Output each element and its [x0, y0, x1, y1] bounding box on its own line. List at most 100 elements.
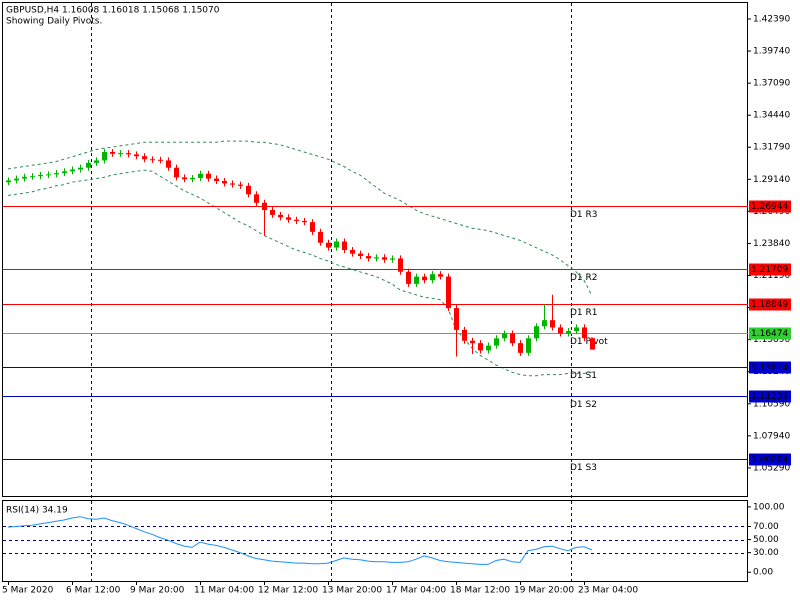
candle-body — [158, 159, 163, 161]
candle-body — [574, 327, 579, 332]
candle-body — [422, 276, 427, 281]
x-tick-label: 5 Mar 2020 — [2, 586, 54, 596]
candle-body — [46, 174, 51, 176]
candle-body — [454, 308, 459, 330]
candle-body — [406, 271, 411, 284]
candle-body — [342, 241, 347, 250]
rsi-title: RSI(14) 34.19 — [6, 506, 68, 516]
candle-body — [286, 217, 291, 220]
candle-body — [302, 220, 307, 223]
pivot-value-box — [749, 453, 791, 466]
candle-body — [134, 154, 139, 157]
candle-body — [558, 327, 563, 334]
candle-body — [294, 219, 299, 221]
pivot-value-label: 1.18849 — [751, 300, 788, 310]
pivot-value-label: 1.11239 — [751, 392, 788, 402]
x-tick-label: 23 Mar 04:00 — [578, 586, 638, 596]
y-tick-label: 30.00 — [753, 548, 779, 558]
candle-body — [14, 178, 19, 181]
candle-body — [374, 257, 379, 259]
period-separators — [91, 3, 572, 581]
pivot-value-label: 1.13614 — [751, 363, 788, 373]
x-tick-label: 12 Mar 12:00 — [258, 586, 318, 596]
pivot-value-label: 1.06004 — [751, 455, 788, 465]
candle-body — [102, 151, 107, 161]
y-tick-label: 1.29140 — [753, 175, 790, 185]
candle-body — [478, 343, 483, 351]
y-tick-label: 1.21190 — [753, 271, 790, 281]
candle-body — [446, 276, 451, 309]
x-tick-label: 9 Mar 20:00 — [130, 586, 185, 596]
pivot-value-box — [749, 390, 791, 403]
x-tick-label: 17 Mar 04:00 — [386, 586, 446, 596]
y-tick-label: 100.00 — [753, 502, 785, 512]
candle-body — [582, 327, 587, 339]
candle-body — [262, 202, 267, 211]
rsi-line — [7, 516, 593, 565]
candle-body — [246, 185, 251, 195]
pivot-name: D1 R1 — [570, 308, 598, 318]
candle-body — [542, 320, 547, 327]
candle-body — [198, 173, 203, 178]
candle-body — [22, 176, 27, 179]
candle-body — [318, 231, 323, 243]
candle-body — [150, 159, 155, 161]
chart-title: GBPUSD,H4 1.16008 1.16018 1.15068 1.1507… — [6, 6, 220, 16]
pivot-value-label: 1.21709 — [751, 265, 788, 275]
candle-body — [86, 162, 91, 168]
candle-body — [566, 331, 571, 334]
candle-body — [214, 178, 219, 182]
candle-body — [62, 171, 67, 174]
pivot-value-label: 1.16474 — [751, 329, 788, 339]
candle-body — [182, 177, 187, 180]
y-tick-label: 1.37090 — [753, 79, 790, 89]
candle-body — [30, 176, 35, 178]
candle-body — [590, 338, 595, 350]
candle-body — [6, 180, 11, 183]
y-tick-label: 1.05290 — [753, 463, 790, 473]
y-tick-label: 0.00 — [753, 568, 773, 578]
candle-body — [310, 222, 315, 232]
pivot-name: D1 Pivot — [570, 337, 608, 347]
x-tick-label: 13 Mar 20:00 — [322, 586, 382, 596]
pivot-name: D1 R2 — [570, 273, 598, 283]
candle-body — [118, 153, 123, 155]
candle-body — [414, 276, 419, 284]
y-tick-label: 1.07940 — [753, 431, 790, 441]
pivot-name: D1 S2 — [570, 400, 597, 410]
pivot-name: D1 S1 — [570, 371, 597, 381]
candle-body — [238, 184, 243, 186]
candle-body — [326, 242, 331, 248]
candle-body — [510, 333, 515, 344]
y-tick-label: 1.10590 — [753, 399, 790, 409]
candle-body — [438, 274, 443, 277]
candle-body — [174, 167, 179, 178]
candle-body — [222, 181, 227, 184]
y-tick-label: 1.34440 — [753, 111, 790, 121]
main-frame — [2, 2, 748, 497]
candle-body — [190, 177, 195, 180]
candle-body — [206, 173, 211, 179]
candle-body — [494, 338, 499, 346]
pivot-name: D1 R3 — [570, 210, 598, 220]
pivot-value-box — [749, 298, 791, 311]
y-tick-label: 1.42390 — [753, 14, 790, 24]
x-tick-label: 6 Mar 12:00 — [66, 586, 121, 596]
candle-body — [398, 258, 403, 272]
band-line — [7, 140, 593, 297]
y-tick-label: 50.00 — [753, 535, 779, 545]
candle-body — [94, 160, 99, 163]
candle-body — [254, 194, 259, 203]
candle-body — [518, 343, 523, 353]
pivot-value-box — [749, 263, 791, 276]
candle-body — [142, 156, 147, 160]
candle-body — [110, 151, 115, 154]
candle-body — [166, 160, 171, 168]
candle-body — [78, 167, 83, 170]
candle-body — [470, 340, 475, 344]
candle-body — [54, 173, 59, 175]
